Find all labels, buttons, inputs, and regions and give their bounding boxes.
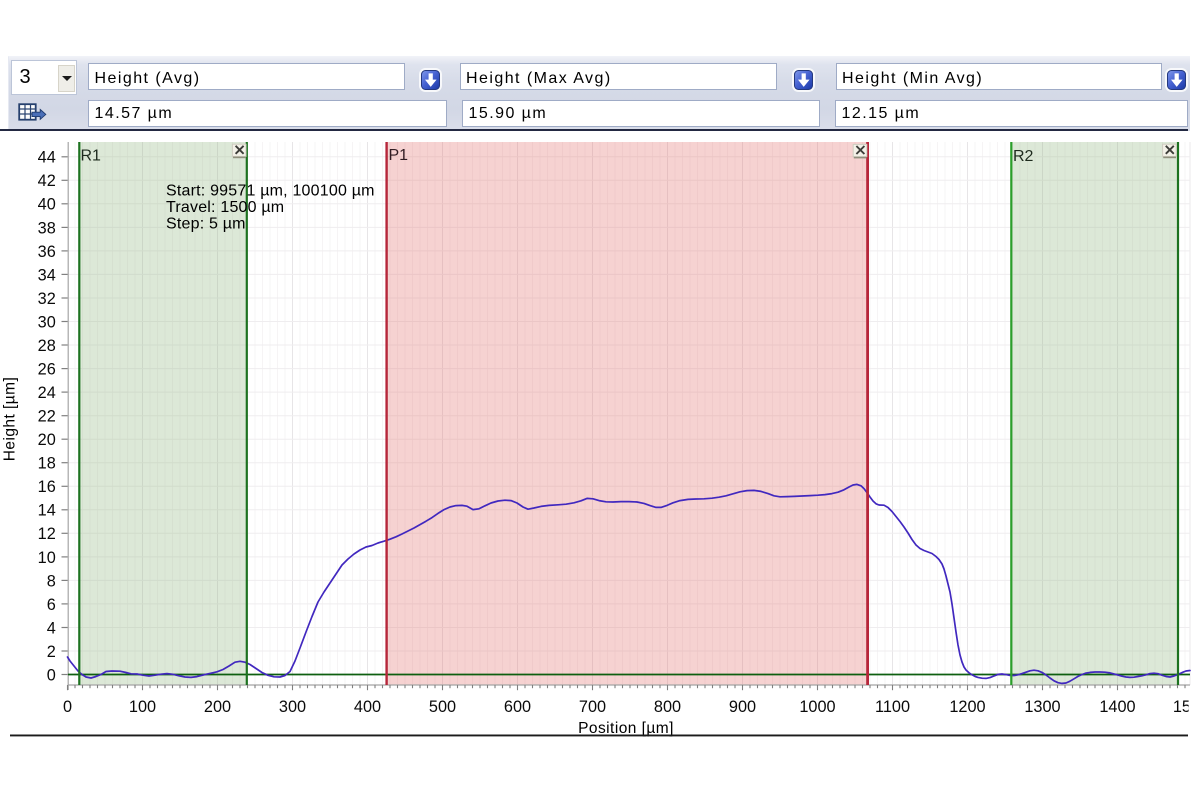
- svg-text:1000: 1000: [799, 698, 835, 716]
- svg-text:300: 300: [279, 698, 306, 716]
- svg-text:24: 24: [38, 384, 56, 402]
- svg-text:10: 10: [38, 549, 56, 567]
- svg-text:800: 800: [654, 698, 681, 716]
- svg-text:0: 0: [63, 698, 72, 716]
- svg-text:34: 34: [38, 266, 56, 284]
- svg-text:200: 200: [204, 698, 231, 716]
- svg-text:22: 22: [38, 408, 56, 426]
- svg-text:1400: 1400: [1099, 698, 1135, 716]
- svg-text:16: 16: [38, 478, 56, 496]
- svg-text:44: 44: [38, 149, 56, 167]
- svg-text:Start: 99571 µm, 100100 µm: Start: 99571 µm, 100100 µm: [166, 183, 375, 200]
- svg-text:0: 0: [47, 666, 56, 684]
- svg-text:1200: 1200: [949, 698, 985, 716]
- svg-text:38: 38: [38, 219, 56, 237]
- svg-text:1500: 1500: [1173, 698, 1200, 716]
- svg-text:100: 100: [129, 698, 156, 716]
- svg-text:42: 42: [38, 172, 56, 190]
- svg-text:30: 30: [38, 313, 56, 331]
- svg-text:28: 28: [38, 337, 56, 355]
- svg-text:20: 20: [38, 431, 56, 449]
- svg-text:600: 600: [504, 698, 531, 716]
- svg-text:1300: 1300: [1024, 698, 1060, 716]
- svg-text:4: 4: [47, 619, 56, 637]
- svg-text:900: 900: [729, 698, 756, 716]
- svg-text:Position [µm]: Position [µm]: [578, 720, 674, 737]
- svg-text:700: 700: [579, 698, 606, 716]
- svg-text:36: 36: [38, 243, 56, 261]
- svg-text:12: 12: [38, 525, 56, 543]
- svg-text:14: 14: [38, 502, 56, 520]
- svg-text:40: 40: [38, 196, 56, 214]
- svg-text:400: 400: [354, 698, 381, 716]
- svg-text:P1: P1: [389, 147, 409, 164]
- svg-text:500: 500: [429, 698, 456, 716]
- svg-text:8: 8: [47, 572, 56, 590]
- svg-text:Height [µm]: Height [µm]: [2, 377, 19, 462]
- svg-text:26: 26: [38, 361, 56, 379]
- svg-text:R1: R1: [81, 148, 102, 165]
- svg-text:Travel: 1500 µm: Travel: 1500 µm: [166, 199, 284, 216]
- svg-text:Step: 5 µm: Step: 5 µm: [166, 216, 246, 233]
- svg-text:32: 32: [38, 290, 56, 308]
- svg-text:6: 6: [47, 596, 56, 614]
- svg-text:2: 2: [47, 643, 56, 661]
- svg-text:1100: 1100: [875, 698, 910, 716]
- svg-text:R2: R2: [1013, 148, 1034, 165]
- svg-text:18: 18: [38, 455, 56, 473]
